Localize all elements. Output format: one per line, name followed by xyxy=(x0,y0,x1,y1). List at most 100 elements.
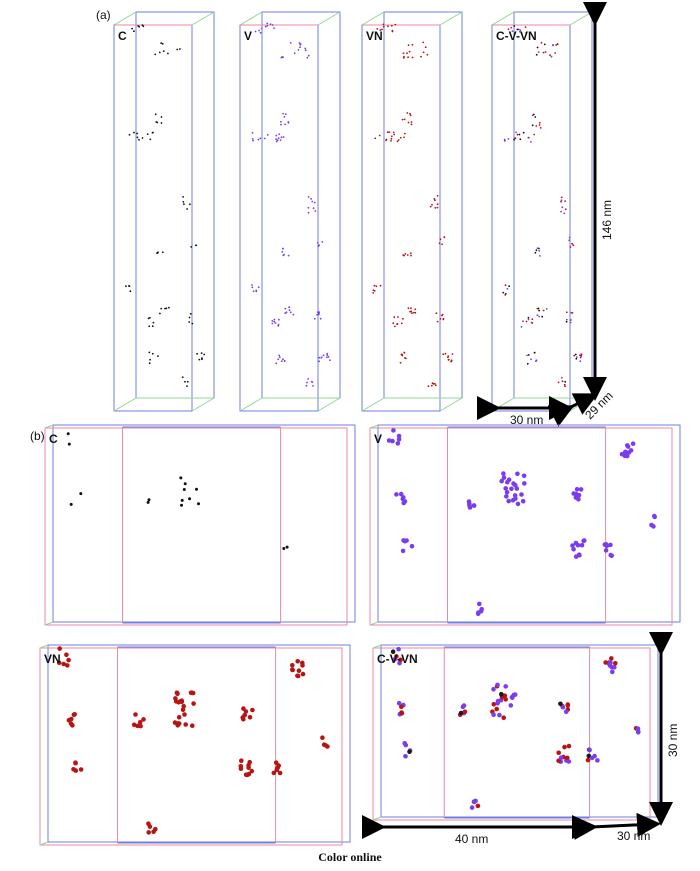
atom-point xyxy=(191,322,194,325)
atom-point xyxy=(259,137,262,140)
atom-point xyxy=(515,501,521,507)
atom-point xyxy=(572,244,575,247)
atom-point xyxy=(635,730,641,735)
atom-point xyxy=(313,201,316,204)
box-top-edge xyxy=(569,11,593,26)
panel-a-label: (a) xyxy=(96,8,111,22)
box-top-edge xyxy=(317,11,341,26)
atom-point xyxy=(186,380,189,383)
atom-point xyxy=(507,138,510,140)
atom-point xyxy=(403,136,405,139)
atom-point xyxy=(555,44,558,46)
atom-point xyxy=(626,450,632,455)
atom-point xyxy=(513,482,518,488)
atom-point xyxy=(252,139,255,142)
atom-point xyxy=(390,24,393,27)
atom-point xyxy=(394,492,399,497)
atom-point xyxy=(450,359,453,362)
atom-point xyxy=(379,29,382,31)
atom-point xyxy=(625,444,631,449)
atom-point xyxy=(183,203,185,206)
atom-point xyxy=(149,138,152,141)
atom-point xyxy=(504,284,507,287)
atom-point xyxy=(403,351,406,354)
atom-point xyxy=(491,712,496,717)
atom-point xyxy=(517,28,520,31)
atom-point xyxy=(156,121,159,124)
atom-point xyxy=(327,356,330,358)
atom-point xyxy=(565,320,568,323)
atom-point xyxy=(310,197,312,200)
view-cvvn: C-V-VN xyxy=(372,644,659,821)
atom-point xyxy=(241,717,246,722)
atom-point xyxy=(307,378,309,380)
atom-point xyxy=(316,313,318,316)
atom-point xyxy=(538,315,541,318)
atom-point xyxy=(511,30,514,32)
atom-point xyxy=(277,325,280,327)
atom-point xyxy=(271,770,277,776)
atom-point xyxy=(431,382,434,385)
atom-point xyxy=(649,522,654,528)
atom-point xyxy=(386,438,392,443)
atom-point xyxy=(189,313,192,315)
atom-point xyxy=(176,715,182,720)
atom-point xyxy=(396,700,402,706)
atom-point xyxy=(300,671,306,677)
atom-point xyxy=(503,486,509,491)
atom-point xyxy=(275,138,277,141)
box-back-edge xyxy=(261,11,341,399)
atom-point xyxy=(299,46,301,49)
atom-point xyxy=(538,121,541,124)
atom-point xyxy=(274,766,280,771)
atom-point xyxy=(296,668,302,673)
atom-point xyxy=(269,23,272,25)
atom-point xyxy=(259,31,262,34)
atom-point xyxy=(196,352,199,355)
atom-point xyxy=(242,712,247,718)
atom-point xyxy=(133,712,138,717)
atom-point xyxy=(251,138,254,140)
atom-point xyxy=(407,749,412,754)
atom-point xyxy=(407,44,410,46)
atom-point xyxy=(406,52,408,55)
atom-point xyxy=(569,246,572,248)
atom-point xyxy=(186,208,189,210)
atom-point xyxy=(375,285,378,288)
atom-point xyxy=(603,548,609,553)
atom-point xyxy=(394,23,397,26)
atom-point xyxy=(127,285,130,287)
atom-point xyxy=(395,441,401,446)
atom-point xyxy=(298,42,301,44)
atom-point xyxy=(538,124,541,126)
atom-point xyxy=(257,286,260,289)
atom-point xyxy=(394,325,396,328)
atom-point xyxy=(307,54,310,57)
atom-point xyxy=(190,246,193,248)
atom-point xyxy=(167,52,169,55)
atom-point xyxy=(271,320,274,322)
atom-point xyxy=(624,453,630,459)
atom-point xyxy=(398,491,404,497)
atom-point xyxy=(499,691,504,697)
atom-point xyxy=(266,24,269,27)
atom-point xyxy=(399,361,402,364)
atom-point xyxy=(503,684,509,689)
view-label: C-V-VN xyxy=(377,652,418,666)
atom-point xyxy=(447,358,450,361)
box-back-edge xyxy=(380,644,659,818)
atom-point xyxy=(510,497,516,503)
atom-point xyxy=(160,122,163,124)
atom-point xyxy=(525,320,528,323)
atom-point xyxy=(141,24,144,26)
atom-point xyxy=(198,358,201,361)
atom-point xyxy=(427,385,430,388)
atom-point xyxy=(404,253,407,255)
column-cvvn: C-V-VN xyxy=(491,11,593,412)
column-label: C xyxy=(118,29,127,43)
atom-point xyxy=(603,660,608,665)
atom-point xyxy=(560,704,566,710)
atom-point xyxy=(466,499,472,504)
atom-point xyxy=(280,136,283,139)
atom-point xyxy=(241,706,246,711)
